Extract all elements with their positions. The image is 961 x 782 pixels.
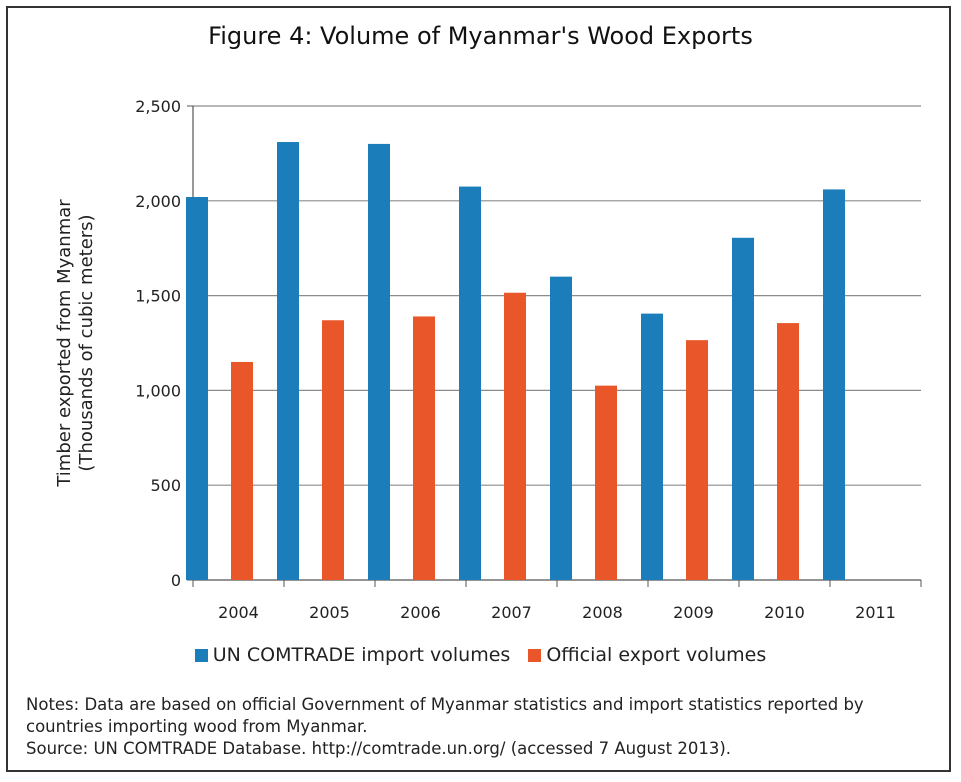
bar-un-comtrade — [823, 189, 845, 580]
bar-official-export — [504, 292, 526, 580]
y-tick-label: 1,500 — [135, 287, 181, 306]
x-tick-label: 2008 — [582, 603, 623, 622]
legend-swatch-un-comtrade — [194, 648, 208, 662]
bar-official-export — [413, 316, 435, 580]
legend-swatch-official-export — [528, 648, 542, 662]
chart-title: Figure 4: Volume of Myanmar's Wood Expor… — [208, 22, 753, 50]
bar-official-export — [231, 361, 253, 580]
legend-item-official-export: Official export volumes — [528, 644, 766, 666]
bar-un-comtrade — [368, 143, 390, 581]
y-tick-label: 2,000 — [135, 192, 181, 211]
legend-label-official-export: Official export volumes — [546, 644, 767, 666]
bar-official-export — [322, 320, 344, 580]
y-tick-label: 500 — [150, 476, 181, 495]
bar-official-export — [777, 323, 799, 580]
bar-official-export — [686, 340, 708, 580]
source-line: Source: UN COMTRADE Database. http://com… — [26, 739, 731, 758]
x-tick-label: 2009 — [673, 603, 714, 622]
bar-chart: 0 500 1,000 1,500 2,000 2,500 2004 2005 2006 2007… — [54, 97, 922, 622]
x-tick-label: 2006 — [400, 603, 441, 622]
bar-un-comtrade — [459, 186, 481, 580]
notes: Notes: Data are based on official Govern… — [26, 694, 936, 760]
y-axis-title-line-2: (Thousands of cubic meters) — [76, 214, 97, 471]
x-tick-label: 2004 — [218, 603, 259, 622]
y-axis-title-line-1: Timber exported from Myanmar — [54, 199, 75, 488]
notes-line-2: countries importing wood from Myanmar. — [26, 717, 368, 736]
legend-label-un-comtrade: UN COMTRADE import volumes — [212, 644, 511, 666]
x-tick-label: 2011 — [855, 603, 896, 622]
bar-un-comtrade — [277, 142, 299, 581]
y-tick-label: 1,000 — [135, 381, 181, 400]
y-tick-label: 2,500 — [135, 97, 181, 116]
legend: UN COMTRADE import volumes Official expo… — [0, 644, 961, 667]
legend-item-un-comtrade: UN COMTRADE import volumes — [194, 644, 511, 666]
notes-line-1: Notes: Data are based on official Govern… — [26, 695, 864, 714]
bar-un-comtrade — [732, 237, 754, 580]
bar-un-comtrade — [186, 197, 208, 580]
x-tick-label: 2010 — [764, 603, 805, 622]
x-tick-label: 2005 — [309, 603, 350, 622]
bar-un-comtrade — [550, 276, 572, 580]
bar-un-comtrade — [641, 313, 663, 580]
x-tick-label: 2007 — [491, 603, 532, 622]
bar-official-export — [595, 385, 617, 580]
y-tick-label: 0 — [171, 571, 181, 590]
